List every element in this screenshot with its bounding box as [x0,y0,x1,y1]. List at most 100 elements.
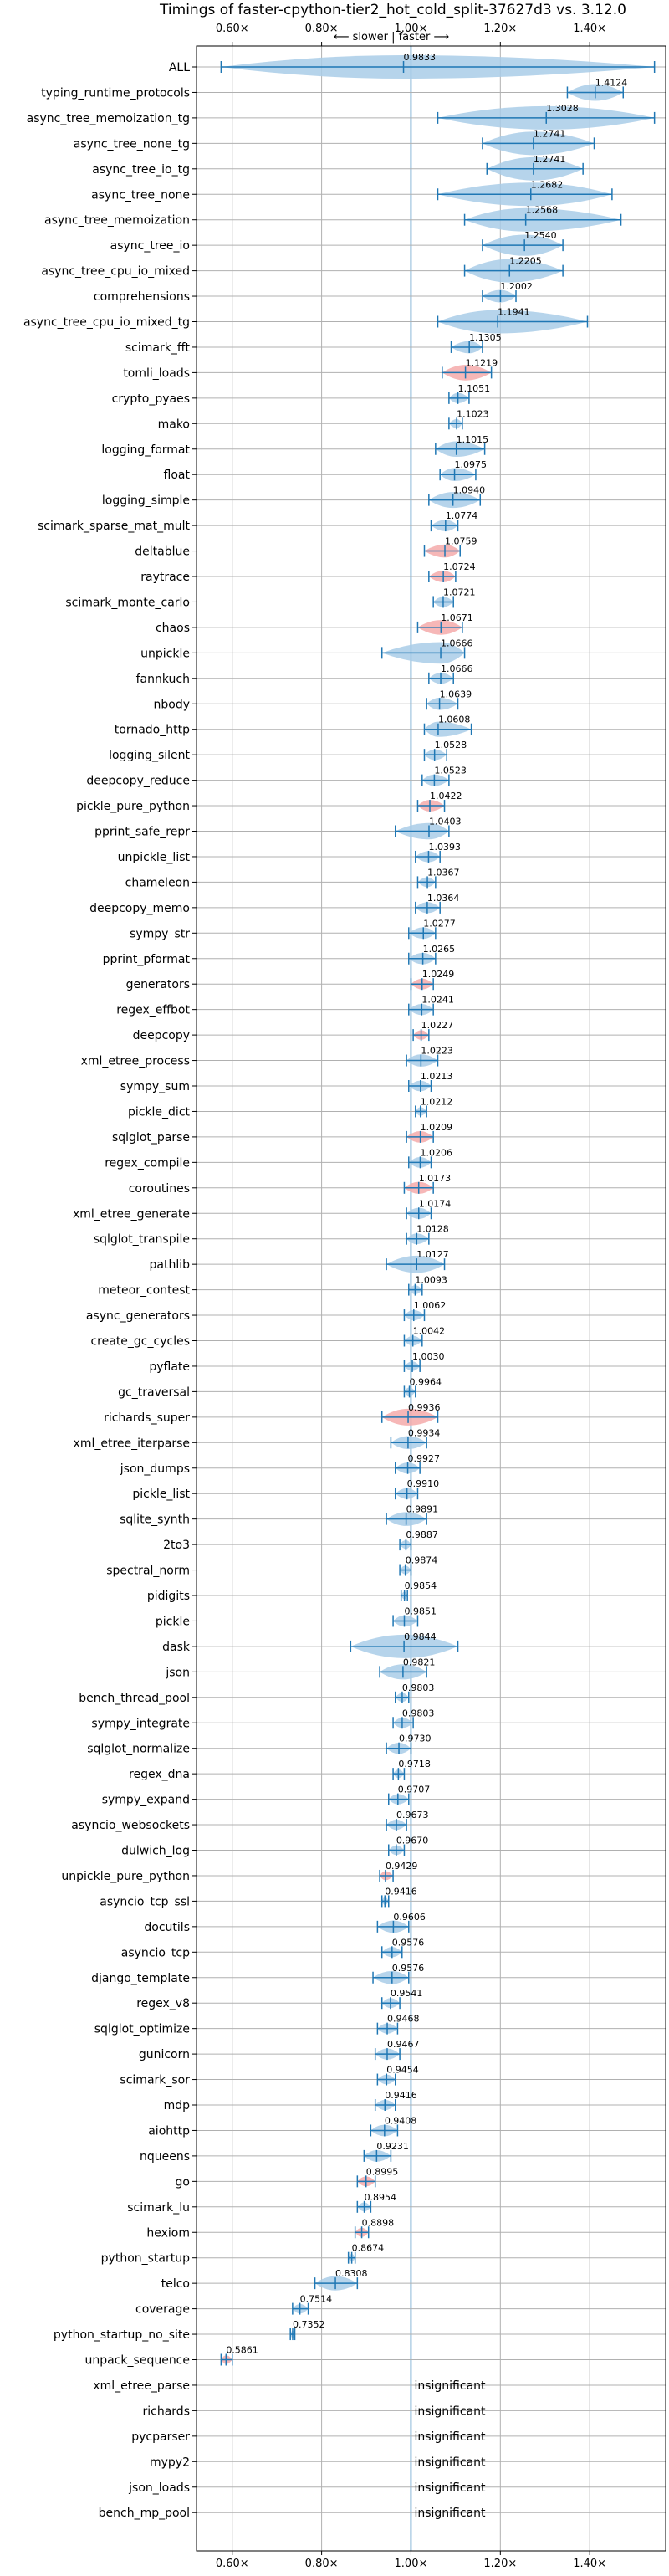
value-label: 1.0403 [429,817,462,827]
value-label: 1.0093 [415,1275,447,1286]
benchmark-label: generators [126,978,190,991]
benchmark-label: sympy_str [130,927,190,940]
benchmark-row: nbody 1.0639 [154,689,666,711]
value-label: 0.9730 [399,1734,432,1744]
benchmark-row: create_gc_cycles 1.0042 [90,1326,666,1349]
benchmark-row: coroutines 1.0173 [129,1173,666,1196]
benchmark-label: crypto_pyaes [112,392,190,406]
benchmark-row: generators 1.0249 [126,969,666,991]
value-label: 0.9541 [391,1988,423,1999]
x-tick-label-top: 1.40× [573,23,606,35]
benchmark-row: ALL 0.9833 [169,52,666,79]
benchmark-row: gunicorn 0.9467 [139,2039,666,2061]
value-label: 0.9803 [402,1708,435,1718]
benchmark-label: raytrace [140,571,190,584]
benchmark-row: asyncio_tcp 0.9576 [121,1937,666,1959]
value-label: 0.9468 [387,2014,420,2025]
benchmark-label: pprint_safe_repr [94,826,190,839]
x-tick-label-bottom: 1.20× [483,2558,517,2570]
benchmark-row: dask 0.9844 [162,1631,666,1658]
benchmark-label: async_generators [86,1309,190,1323]
benchmark-row: chaos 1.0671 [156,612,666,635]
value-label: 0.9416 [385,2090,417,2101]
value-label: 0.9854 [405,1580,437,1591]
benchmark-row: pickle_list 0.9910 [132,1478,666,1501]
value-label: 0.5861 [226,2345,258,2356]
benchmark-label: xml_etree_generate [73,1207,190,1221]
value-label: 1.0249 [422,969,455,980]
benchmark-label: richards_super [104,1411,190,1425]
value-label: 1.0173 [419,1173,452,1184]
benchmark-label: sqlglot_optimize [94,2023,190,2036]
benchmark-label: xml_etree_parse [93,2379,190,2393]
benchmark-label: sympy_integrate [91,1717,190,1730]
value-label: 1.0128 [416,1224,449,1235]
benchmark-label: typing_runtime_protocols [41,86,190,100]
benchmark-label: nqueens [140,2150,190,2164]
benchmark-row: scimark_lu 0.8954 [127,2192,666,2215]
benchmark-row: gc_traversal 0.9964 [118,1376,666,1399]
benchmark-row: json_loads insignificant [128,2481,666,2495]
benchmark-label: scimark_sor [120,2074,190,2087]
value-label: 1.2741 [534,128,566,139]
benchmark-row: scimark_sor 0.9454 [120,2065,666,2087]
benchmark-row: go 0.8995 [176,2166,666,2189]
benchmark-label: json_dumps [120,1462,190,1476]
value-label: 1.0127 [416,1249,448,1260]
benchmark-row: pickle_dict 1.0212 [128,1096,666,1119]
benchmark-row: sqlglot_normalize 0.9730 [87,1734,666,1756]
value-label: 1.0213 [421,1071,452,1082]
benchmark-row: mdp 0.9416 [164,2090,666,2113]
value-label: 1.0241 [421,995,454,1006]
value-label: 0.9576 [392,1937,425,1948]
x-tick-label-bottom: 0.80× [305,2558,339,2570]
benchmark-row: fannkuch 1.0666 [136,663,666,686]
benchmark-label: mdp [164,2099,191,2113]
benchmark-label: pickle_list [132,1488,190,1501]
benchmark-label: async_tree_none_tg [74,137,190,151]
value-label: 1.0212 [421,1096,453,1107]
benchmark-label: sqlglot_normalize [87,1743,190,1756]
benchmark-label: python_startup_no_site [54,2328,190,2342]
value-label: 0.9887 [406,1529,437,1540]
insignificant-label: insignificant [414,2481,486,2495]
benchmark-label: 2to3 [163,1539,190,1552]
benchmark-label: async_tree_io [110,239,190,253]
benchmark-label: dask [162,1641,191,1654]
benchmark-row: regex_effbot 1.0241 [116,995,666,1017]
value-label: 1.2741 [534,154,566,165]
benchmark-label: async_tree_io_tg [92,163,190,177]
benchmark-label: chameleon [125,876,190,889]
benchmark-label: xml_etree_process [81,1055,190,1068]
benchmark-row: spectral_norm 0.9874 [106,1555,666,1578]
benchmark-row: asyncio_websockets 0.9673 [71,1810,666,1832]
value-label: 1.2205 [509,256,542,267]
benchmark-row: async_generators 1.0062 [86,1300,666,1323]
benchmark-row: typing_runtime_protocols 1.4124 [41,77,666,101]
benchmark-label: django_template [91,1972,190,1985]
benchmark-label: scimark_lu [127,2201,190,2215]
benchmark-row: async_tree_io 1.2540 [110,230,666,256]
benchmark-row: docutils 0.9606 [144,1912,666,1934]
benchmark-row: nqueens 0.9231 [140,2141,666,2164]
value-label: 1.0042 [413,1326,446,1337]
benchmark-label: async_tree_memoization_tg [27,112,190,125]
benchmark-row: regex_dna 0.9718 [129,1759,666,1781]
value-label: 0.8995 [366,2166,399,2177]
benchmark-label: ALL [169,61,190,74]
benchmark-row: django_template 0.9576 [91,1963,666,1985]
benchmark-row: deepcopy 1.0227 [133,1020,666,1042]
benchmark-row: unpickle 1.0666 [140,638,666,664]
benchmark-row: xml_etree_process 1.0223 [81,1046,666,1068]
value-label: 0.9670 [396,1836,428,1846]
value-label: 1.1941 [498,307,530,318]
benchmark-row: async_tree_cpu_io_mixed_tg 1.1941 [23,307,666,334]
benchmark-row: pickle_pure_python 1.0422 [76,791,666,813]
value-label: 1.0030 [412,1351,445,1362]
benchmark-row: richards insignificant [143,2404,666,2418]
value-label: 1.0528 [435,740,467,750]
benchmark-label: deltablue [135,545,190,559]
value-label: 1.0759 [445,536,477,547]
benchmark-label: unpickle [140,647,190,660]
